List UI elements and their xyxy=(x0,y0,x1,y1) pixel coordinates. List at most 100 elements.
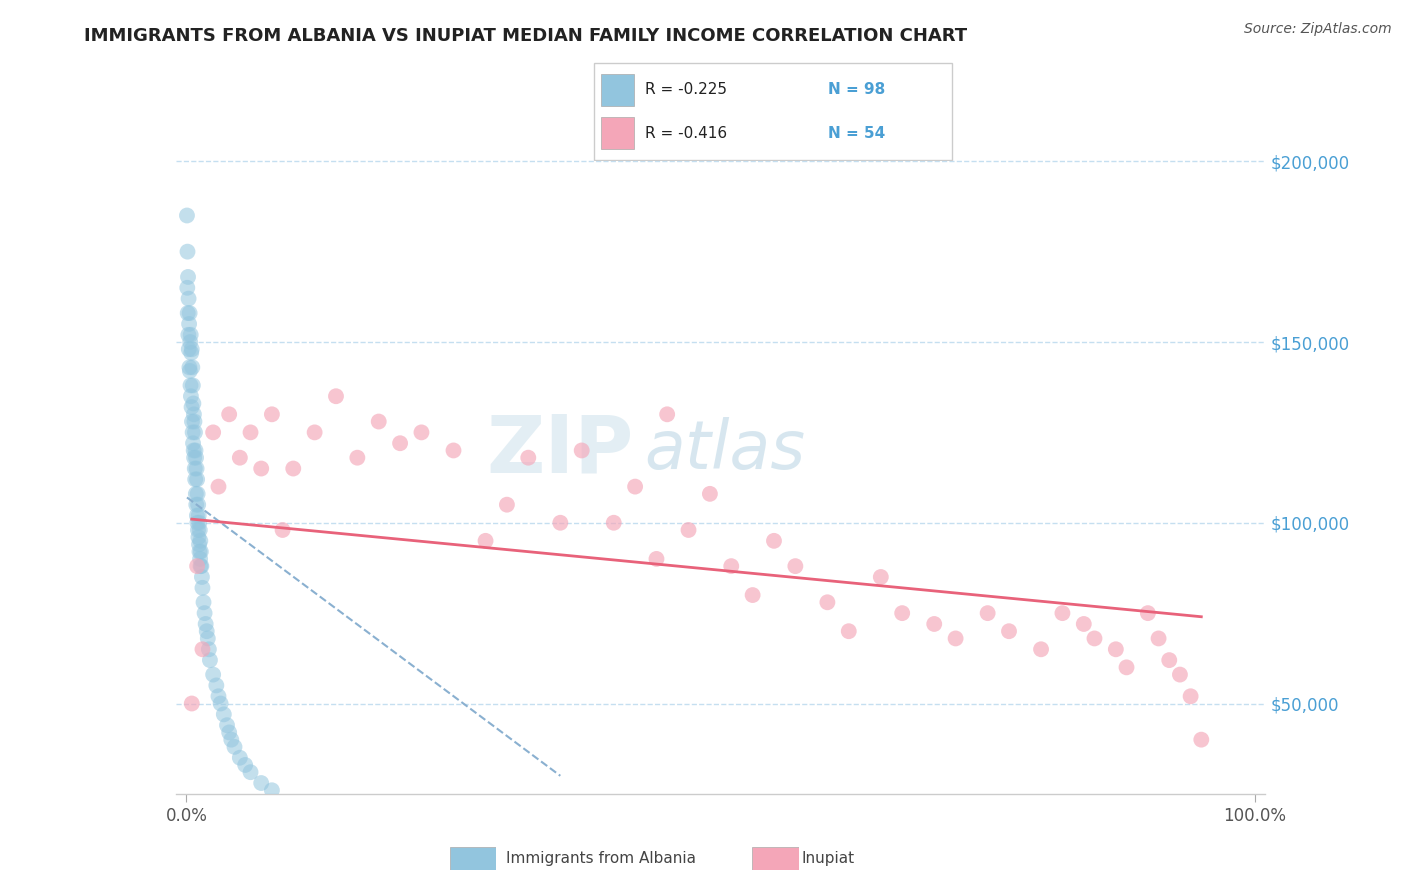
Point xyxy=(176,281,198,295)
Point xyxy=(496,498,519,512)
Point xyxy=(260,407,283,421)
Point xyxy=(180,346,202,360)
Point xyxy=(945,632,967,646)
Point xyxy=(184,425,207,440)
Point xyxy=(1180,690,1202,704)
Point xyxy=(207,690,229,704)
Point xyxy=(357,827,380,841)
Point xyxy=(202,425,225,440)
Point xyxy=(194,606,217,620)
Point xyxy=(188,552,211,566)
Point xyxy=(177,269,200,284)
Point xyxy=(699,487,721,501)
Point xyxy=(720,559,742,574)
Point xyxy=(1105,642,1128,657)
Point xyxy=(603,516,626,530)
Point xyxy=(239,425,262,440)
Point xyxy=(187,487,209,501)
Point xyxy=(474,852,496,866)
Point xyxy=(180,400,202,414)
Text: R = -0.225: R = -0.225 xyxy=(645,82,727,97)
Point xyxy=(411,841,433,855)
Point xyxy=(1147,632,1170,646)
Point xyxy=(250,776,273,790)
Point xyxy=(179,378,201,392)
Point xyxy=(304,425,326,440)
FancyBboxPatch shape xyxy=(595,63,952,160)
Point xyxy=(550,516,572,530)
Point xyxy=(205,678,228,692)
Point xyxy=(179,306,201,320)
Point xyxy=(186,461,208,475)
Bar xyxy=(602,74,634,105)
Point xyxy=(1189,732,1212,747)
Point xyxy=(239,765,262,780)
Point xyxy=(181,378,204,392)
Point xyxy=(815,595,838,609)
Point xyxy=(657,407,679,421)
Point xyxy=(218,407,240,421)
Point xyxy=(389,436,412,450)
Point xyxy=(443,443,465,458)
Text: Source: ZipAtlas.com: Source: ZipAtlas.com xyxy=(1244,22,1392,37)
Point xyxy=(976,876,998,890)
Point xyxy=(207,480,229,494)
Bar xyxy=(602,118,634,149)
Point xyxy=(177,306,200,320)
Point xyxy=(184,487,207,501)
Point xyxy=(221,732,243,747)
Text: N = 54: N = 54 xyxy=(828,126,886,141)
Point xyxy=(1083,877,1105,891)
Point xyxy=(177,317,200,331)
Point xyxy=(517,450,540,465)
Point xyxy=(571,443,593,458)
Point xyxy=(187,530,209,544)
Point xyxy=(186,559,208,574)
Point xyxy=(177,343,200,357)
Point xyxy=(179,334,201,349)
Point xyxy=(283,797,305,812)
Point xyxy=(187,523,209,537)
Point xyxy=(869,570,891,584)
Point xyxy=(180,697,202,711)
Point xyxy=(176,209,198,223)
Point xyxy=(183,407,205,421)
Point xyxy=(741,588,763,602)
Point xyxy=(336,819,359,833)
Point xyxy=(762,872,785,887)
Point xyxy=(271,523,294,537)
Point xyxy=(260,783,283,797)
Point xyxy=(183,415,205,429)
Point xyxy=(186,498,208,512)
Point xyxy=(1168,667,1191,681)
Text: Immigrants from Albania: Immigrants from Albania xyxy=(506,852,696,866)
Point xyxy=(187,498,209,512)
Text: N = 98: N = 98 xyxy=(828,82,886,97)
Point xyxy=(188,516,211,530)
Point xyxy=(181,415,204,429)
Point xyxy=(891,606,914,620)
Point xyxy=(212,707,235,722)
Point xyxy=(1159,653,1181,667)
Point xyxy=(180,343,202,357)
Point xyxy=(215,718,238,732)
Point xyxy=(183,450,205,465)
Point xyxy=(179,360,201,375)
Point xyxy=(186,516,208,530)
Point xyxy=(224,739,246,754)
Point xyxy=(193,595,215,609)
Text: IMMIGRANTS FROM ALBANIA VS INUPIAT MEDIAN FAMILY INCOME CORRELATION CHART: IMMIGRANTS FROM ALBANIA VS INUPIAT MEDIA… xyxy=(84,27,967,45)
Point xyxy=(976,606,998,620)
Point xyxy=(187,508,209,523)
Point xyxy=(922,617,945,632)
Point xyxy=(184,472,207,486)
Point xyxy=(762,533,785,548)
Point xyxy=(190,544,212,558)
Point xyxy=(188,537,211,551)
Point xyxy=(325,389,347,403)
Point xyxy=(1029,876,1052,890)
Point xyxy=(183,396,205,410)
Point xyxy=(184,443,207,458)
Point xyxy=(624,868,647,882)
Point xyxy=(218,725,240,739)
